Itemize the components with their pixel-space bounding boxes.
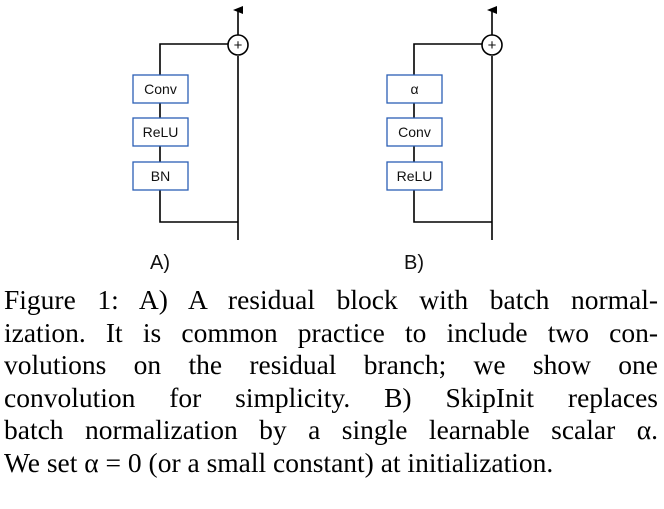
panel-a-sum-symbol: + [234, 37, 243, 54]
panel-a-conv-label: Conv [144, 81, 177, 97]
panel-b: + α Conv ReLU B) [386, 6, 503, 274]
panel-b-alpha-block [386, 74, 443, 104]
panel-a-conv-block [132, 74, 189, 104]
panel-b-conv-block [386, 117, 443, 147]
panel-b-alpha-label: α [410, 81, 418, 97]
residual-block-diagram: + Conv ReLU BN A) + α Conv ReLU B) [132, 6, 503, 274]
caption-line: batch normalization by a single learnabl… [4, 414, 658, 446]
panel-b-relu-block [386, 161, 443, 191]
panel-a-sum-node [227, 34, 249, 56]
panel-b-conv-label: Conv [398, 124, 431, 140]
panel-a-bn-block [132, 161, 189, 191]
panel-b-sum-symbol: + [488, 37, 497, 54]
caption-line: We set α = 0 (or a small constant) at in… [4, 446, 554, 478]
panel-a: + Conv ReLU BN A) [132, 6, 249, 274]
caption-line: Figure 1: A) A residual block with batch… [4, 284, 658, 315]
figure-caption: Figure 1: A) A residual block with batch… [4, 284, 658, 480]
caption-line: volutions on the residual branch; we sho… [4, 349, 658, 381]
panel-b-label: B) [404, 252, 424, 274]
panel-a-relu-block [132, 117, 189, 147]
panel-a-label: A) [150, 252, 170, 274]
panel-a-relu-label: ReLU [143, 124, 179, 140]
panel-b-sum-node [481, 34, 503, 56]
caption-line: convolution for simplicity. B) SkipInit … [4, 381, 658, 413]
panel-a-bn-label: BN [151, 168, 170, 184]
caption-line: ization. It is common practice to includ… [4, 316, 658, 348]
panel-b-relu-label: ReLU [397, 168, 433, 184]
